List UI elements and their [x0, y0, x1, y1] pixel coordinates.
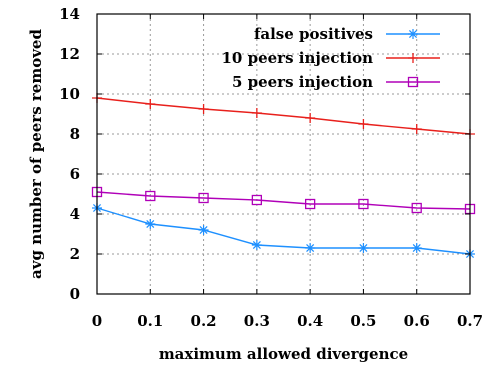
x-tick-label: 0.4 [297, 312, 323, 330]
y-axis-label: avg number of peers removed [27, 29, 45, 279]
data-point-square [411, 202, 422, 214]
legend: false positives 10 peers injection 5 peers… [222, 25, 440, 91]
y-tick-label: 10 [59, 85, 80, 103]
legend-item: false positives [254, 25, 440, 43]
data-point-square [251, 194, 263, 206]
data-point-asterisk [408, 29, 418, 39]
y-tick-label: 2 [70, 245, 80, 263]
x-tick-label: 0 [92, 312, 102, 330]
legend-item: 5 peers injection [232, 73, 440, 91]
data-point-plus [198, 104, 209, 114]
series-layer [91, 93, 476, 259]
data-point-square [145, 190, 156, 202]
data-point-asterisk [411, 243, 422, 253]
series-false-positives [92, 203, 475, 259]
data-point-plus [408, 53, 418, 63]
data-point-plus [251, 108, 262, 118]
data-point-square [407, 76, 419, 88]
series-10-peers-injection [92, 93, 475, 139]
legend-label: 10 peers injection [222, 49, 374, 67]
tick-marks [96, 13, 471, 295]
series-line [96, 97, 471, 135]
tick-labels: 0 0.1 0.2 0.3 0.4 0.5 0.6 0.7 0 2 4 6 8 10 12 14 [59, 5, 483, 330]
data-point-square [304, 198, 316, 210]
series-line [96, 207, 471, 255]
x-axis-label: maximum allowed divergence [159, 345, 408, 363]
data-point-square [198, 192, 209, 204]
legend-label: false positives [254, 25, 373, 43]
data-point-asterisk [305, 243, 316, 253]
legend-label: 5 peers injection [232, 73, 373, 91]
y-tick-label: 4 [70, 205, 80, 223]
x-tick-label: 0.1 [137, 312, 163, 330]
y-tick-label: 6 [70, 165, 80, 183]
x-tick-label: 0.5 [350, 312, 376, 330]
y-tick-label: 0 [70, 285, 80, 303]
data-point-plus [358, 119, 369, 129]
grid-lines [97, 14, 470, 294]
x-tick-label: 0.3 [244, 312, 270, 330]
series-line [96, 191, 471, 210]
legend-item: 10 peers injection [222, 49, 440, 67]
x-tick-label: 0.7 [457, 312, 483, 330]
y-tick-label: 8 [70, 125, 80, 143]
data-point-asterisk [358, 243, 369, 253]
data-point-plus [145, 99, 156, 109]
data-point-asterisk [251, 240, 262, 250]
y-tick-label: 14 [59, 5, 80, 23]
plot-frame [96, 13, 471, 295]
data-point-square [358, 198, 369, 210]
data-point-plus [305, 113, 316, 123]
y-tick-label: 12 [59, 45, 80, 63]
data-point-asterisk [145, 219, 156, 229]
data-point-plus [411, 124, 422, 134]
x-tick-label: 0.2 [191, 312, 217, 330]
x-tick-label: 0.6 [404, 312, 430, 330]
data-point-asterisk [198, 225, 209, 235]
